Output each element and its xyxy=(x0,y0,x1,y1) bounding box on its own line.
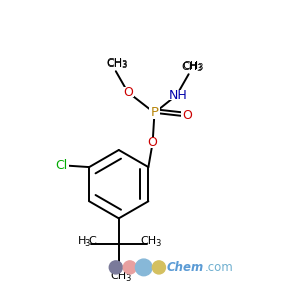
Text: Cl: Cl xyxy=(56,159,68,172)
Text: CH: CH xyxy=(106,58,122,68)
Text: CH: CH xyxy=(182,62,198,72)
Text: H: H xyxy=(77,236,86,246)
Text: 3: 3 xyxy=(155,238,161,247)
FancyBboxPatch shape xyxy=(181,110,193,122)
Circle shape xyxy=(123,261,136,274)
Text: 3: 3 xyxy=(125,274,130,283)
Text: NH: NH xyxy=(169,88,188,101)
Text: .com: .com xyxy=(205,261,234,274)
FancyBboxPatch shape xyxy=(148,107,160,119)
Text: O: O xyxy=(182,109,192,122)
FancyBboxPatch shape xyxy=(147,137,159,148)
Text: O: O xyxy=(148,136,158,149)
Text: P: P xyxy=(151,106,158,119)
Text: 3: 3 xyxy=(196,64,202,74)
Text: 3: 3 xyxy=(122,60,127,69)
Circle shape xyxy=(152,261,166,274)
Text: O: O xyxy=(123,85,133,98)
Text: C: C xyxy=(88,236,96,246)
Text: CH: CH xyxy=(140,236,157,246)
Text: CH: CH xyxy=(182,61,198,71)
Text: 3: 3 xyxy=(84,238,90,247)
Circle shape xyxy=(135,259,152,276)
Circle shape xyxy=(109,261,122,274)
Text: 3: 3 xyxy=(197,63,203,72)
FancyBboxPatch shape xyxy=(122,87,134,97)
Text: CH: CH xyxy=(106,59,122,69)
FancyBboxPatch shape xyxy=(53,160,69,171)
FancyBboxPatch shape xyxy=(169,90,185,100)
Text: CH: CH xyxy=(111,271,127,281)
Text: 3: 3 xyxy=(121,61,127,70)
Text: Chem: Chem xyxy=(166,261,204,274)
